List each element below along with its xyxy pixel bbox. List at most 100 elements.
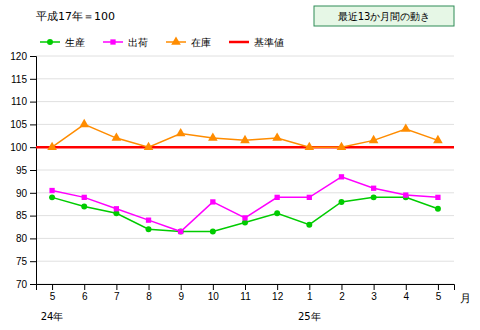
x-tick-label: 3 — [371, 291, 377, 302]
x-tick-mark — [341, 284, 342, 290]
y-tick: 90 — [16, 188, 36, 199]
year-label: 25年 — [298, 311, 321, 322]
chart: 7075808590951001051101151205678910111212… — [0, 0, 480, 330]
grid-line — [36, 170, 454, 171]
grid-line — [36, 261, 454, 262]
y-tick-label: 80 — [16, 233, 28, 244]
x-tick: 11 — [240, 284, 251, 302]
point — [403, 192, 408, 197]
x-tick-label: 12 — [272, 291, 284, 302]
x-tick-mark — [149, 284, 150, 290]
legend-item: 在庫 — [166, 36, 211, 47]
x-tick-label: 9 — [178, 291, 184, 302]
y-tick: 105 — [10, 119, 36, 130]
y-tick-mark — [30, 79, 36, 80]
y-tick-label: 70 — [16, 279, 28, 290]
point — [401, 123, 411, 131]
x-tick: 4 — [403, 284, 409, 302]
point — [337, 142, 347, 150]
y-tick: 80 — [16, 233, 36, 244]
point — [272, 133, 282, 141]
x-tick: 2 — [339, 284, 345, 302]
point — [210, 199, 215, 204]
axis-line — [37, 285, 455, 291]
point — [146, 218, 151, 223]
y-tick-label: 105 — [10, 119, 27, 130]
x-tick-label: 2 — [339, 291, 345, 302]
legend-label: 基準値 — [254, 37, 284, 48]
legend-swatch — [229, 41, 249, 44]
point — [369, 135, 379, 143]
point — [371, 194, 377, 200]
y-tick: 115 — [11, 74, 36, 85]
x-tick-label: 8 — [146, 291, 152, 302]
y-tick-label: 90 — [16, 188, 28, 199]
point — [435, 206, 441, 212]
point — [242, 215, 247, 220]
x-tick-mark — [213, 284, 214, 290]
y-tick-mark — [30, 102, 36, 103]
plot: 7075808590951001051101151205678910111212… — [10, 51, 471, 322]
note-text: 最近13か月間の動き — [338, 11, 431, 22]
series-points — [49, 194, 441, 234]
y-tick-mark — [30, 284, 36, 285]
x-tick: 8 — [146, 284, 152, 302]
grid-line — [36, 78, 454, 79]
y-tick: 95 — [16, 165, 36, 176]
legend-item: 生産 — [40, 37, 85, 48]
x-tick: 6 — [82, 284, 88, 302]
y-tick: 85 — [16, 210, 36, 221]
y-tick-mark — [30, 261, 36, 262]
x-tick-mark — [277, 284, 278, 290]
point — [371, 186, 376, 191]
year-label: 24年 — [41, 311, 64, 322]
note-box: 最近13か月間の動き — [314, 6, 454, 26]
x-tick-label: 5 — [50, 291, 56, 302]
point — [114, 206, 119, 211]
x-tick-mark — [374, 284, 375, 290]
x-tick-mark — [52, 284, 53, 290]
x-tick-label: 6 — [82, 291, 88, 302]
point — [79, 119, 89, 127]
y-tick-label: 95 — [16, 165, 28, 176]
x-tick-mark — [116, 284, 117, 290]
point — [275, 195, 280, 200]
y-tick-label: 85 — [16, 210, 28, 221]
series-line — [52, 124, 438, 147]
legend-marker — [171, 36, 181, 44]
y-tick: 120 — [10, 51, 36, 62]
legend-label: 在庫 — [191, 37, 211, 48]
x-tick-mark — [181, 284, 182, 290]
y-tick-mark — [30, 124, 36, 125]
x-tick-label: 7 — [114, 291, 120, 302]
y-tick-mark — [30, 238, 36, 239]
grid-line — [36, 101, 454, 102]
point — [210, 229, 216, 235]
x-tick-mark — [309, 284, 310, 290]
x-tick-label: 1 — [307, 291, 313, 302]
legend-item: 基準値 — [229, 37, 284, 48]
grid — [36, 56, 454, 284]
marks — [36, 119, 454, 235]
x-tick: 1 — [307, 284, 313, 302]
legend-label: 生産 — [65, 37, 85, 48]
point — [305, 142, 315, 150]
y-tick-mark — [30, 147, 36, 148]
x-tick-mark — [438, 284, 439, 290]
axis-line — [30, 57, 37, 285]
x-tick: 5 — [50, 284, 56, 302]
y-tick-mark — [30, 193, 36, 194]
point — [178, 229, 184, 235]
point — [435, 195, 440, 200]
x-tick-mark — [84, 284, 85, 290]
legend-item: 出荷 — [103, 37, 148, 48]
y-tick-label: 115 — [11, 74, 27, 85]
series-points — [49, 174, 440, 234]
series-line — [52, 177, 438, 232]
grid-line — [36, 56, 454, 57]
point — [339, 174, 344, 179]
point — [112, 133, 122, 141]
y-tick: 100 — [10, 142, 36, 153]
y-tick: 110 — [11, 96, 36, 107]
x-axis-label: 月 — [460, 292, 471, 305]
